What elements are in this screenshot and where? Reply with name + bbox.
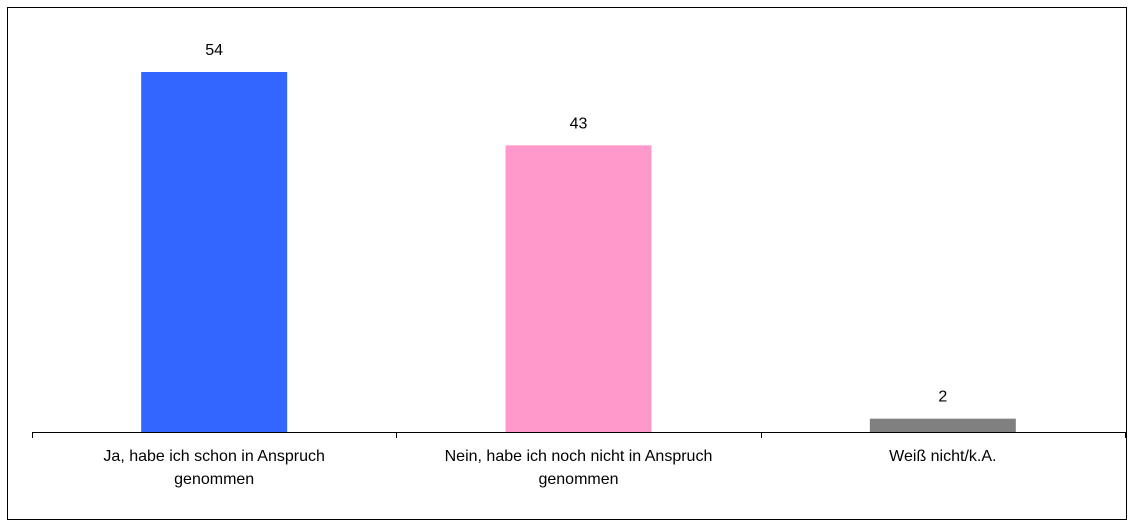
- x-tick-label: Nein, habe ich noch nicht in Anspruch gen…: [445, 448, 713, 488]
- value-label: 43: [570, 115, 588, 132]
- x-tick-label: Ja, habe ich schon in Anspruch genommen: [103, 448, 324, 488]
- bar: [869, 418, 1016, 432]
- value-label: 2: [938, 389, 947, 406]
- value-label: 54: [205, 42, 223, 59]
- bar: [141, 72, 288, 432]
- bar: [505, 145, 652, 433]
- x-tick-label: Weiß nicht/k.A.: [889, 448, 996, 465]
